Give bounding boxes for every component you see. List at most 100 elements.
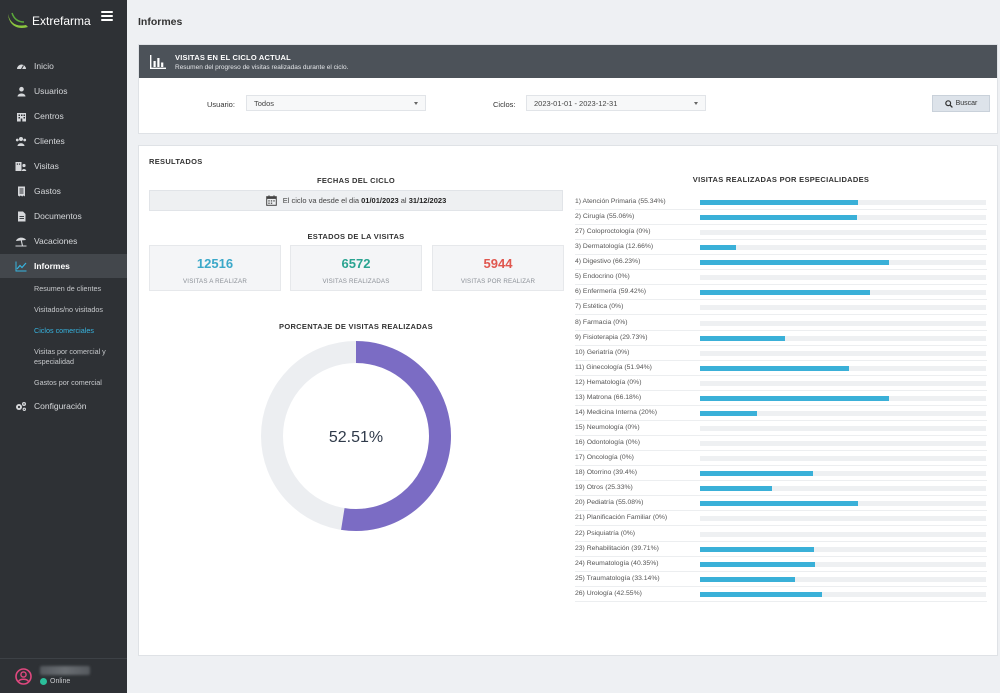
bar-row: 23) Rehabilitación (39.71%) [575, 542, 987, 557]
bar-fill [700, 471, 813, 477]
ciclos-select[interactable]: 2023-01-01 - 2023-12-31 [526, 95, 706, 111]
sidebar-subitem[interactable]: Visitas por comercial y especialidad [34, 347, 106, 366]
dashboard-icon [15, 60, 27, 72]
sidebar-item-documentos[interactable]: Documentos [0, 204, 127, 228]
bar-label: 20) Pediatría (55.08%) [575, 499, 644, 507]
bar-track [700, 456, 986, 462]
sidebar-item-vacaciones[interactable]: Vacaciones [0, 229, 127, 253]
sidebar-item-inicio[interactable]: Inicio [0, 54, 127, 78]
cycle-start: 01/01/2023 [361, 196, 399, 205]
bar-fill [700, 365, 849, 371]
bar-label: 13) Matrona (66.18%) [575, 393, 642, 401]
bar-label: 26) Urología (42.55%) [575, 589, 642, 597]
brand-logo[interactable]: Extrefarma [6, 8, 91, 34]
menu-toggle-icon[interactable] [101, 11, 113, 23]
donut-completed-segment [341, 341, 451, 531]
sidebar-item-configuracion[interactable]: Configuración [0, 394, 127, 418]
bar-row: 2) Cirugía (55.06%) [575, 210, 987, 226]
usuario-select[interactable]: Todos [246, 95, 426, 111]
user-panel: Online [0, 658, 127, 693]
bar-track [700, 441, 986, 447]
cycle-dates-box: El ciclo va desde el dia 01/01/2023 al 3… [149, 190, 563, 211]
bar-row: 18) Otorrino (39.4%) [575, 466, 987, 482]
bar-label: 22) Psiquiatría (0%) [575, 529, 636, 537]
percentage-donut-chart: 52.51% [261, 341, 451, 531]
sidebar-subitem[interactable]: Gastos por comercial [34, 378, 102, 387]
bar-row: 27) Coloproctología (0%) [575, 225, 987, 241]
estados-title: ESTADOS DE LA VISITAS [307, 232, 405, 241]
bar-track [700, 561, 986, 567]
sidebar-item-informes[interactable]: Informes [0, 254, 127, 278]
especialidades-title: VISITAS REALIZADAS POR ESPECIALIDADES [692, 175, 870, 184]
sidebar-item-label: Configuración [34, 401, 87, 411]
bar-label: 18) Otorrino (39.4%) [575, 469, 637, 477]
results-title: RESULTADOS [149, 157, 203, 166]
sidebar-item-visitas[interactable]: Visitas [0, 154, 127, 178]
stat-value: 12516 [196, 256, 234, 271]
bar-fill [700, 215, 858, 221]
user-avatar-icon[interactable] [15, 668, 32, 685]
gears-icon [15, 400, 27, 412]
sidebar-item-label: Documentos [34, 211, 82, 221]
calendar-icon [265, 195, 277, 206]
bar-label: 9) Fisioterapia (29.73%) [575, 333, 648, 341]
bar-track [700, 591, 986, 597]
bar-track [700, 200, 986, 205]
bar-label: 2) Cirugía (55.06%) [575, 213, 635, 221]
card-subtitle: Resumen del progreso de visitas realizad… [175, 63, 349, 71]
bar-chart-icon [150, 54, 166, 69]
bar-track [700, 260, 986, 266]
bar-row: 4) Digestivo (66.23%) [575, 255, 987, 271]
sidebar-subitem[interactable]: Visitados/no visitados [34, 305, 103, 314]
bar-label: 21) Planificación Familiar (0%) [575, 514, 668, 522]
sidebar-item-usuarios[interactable]: Usuarios [0, 79, 127, 103]
sidebar-item-gastos[interactable]: Gastos [0, 179, 127, 203]
cycle-end: 31/12/2023 [408, 196, 447, 205]
leaf-logo-icon [8, 12, 28, 28]
beach-icon [15, 235, 27, 247]
ciclos-label: Ciclos: [493, 100, 516, 109]
sidebar-item-clientes[interactable]: Clientes [0, 129, 127, 153]
sidebar-item-label: Inicio [34, 61, 54, 71]
bar-fill [700, 410, 758, 416]
bar-label: 14) Medicina Interna (20%) [575, 408, 657, 416]
bar-fill [700, 290, 870, 296]
bar-label: 16) Odontología (0%) [575, 439, 640, 447]
bar-track [700, 576, 986, 582]
bar-track [700, 395, 986, 401]
cycle-text-b: al [400, 196, 407, 205]
bar-label: 17) Oncología (0%) [575, 454, 634, 462]
user-icon [15, 85, 27, 97]
sidebar-item-centros[interactable]: Centros [0, 104, 127, 128]
bar-row: 12) Hematología (0%) [575, 376, 987, 391]
bar-track [700, 546, 986, 552]
sidebar-subitem[interactable]: Resumen de clientes [34, 284, 102, 293]
bar-fill [700, 546, 814, 552]
bar-fill [700, 576, 795, 582]
caret-down-icon [414, 102, 418, 105]
online-dot-icon [40, 678, 47, 685]
bar-row: 16) Odontología (0%) [575, 436, 987, 452]
sidebar-subitem[interactable]: Ciclos comerciales [34, 326, 94, 335]
search-icon [944, 99, 953, 108]
stat-box: 6572 VISITAS REALIZADAS [290, 245, 422, 291]
bar-track [700, 471, 986, 477]
user-status: Online [40, 678, 70, 685]
bar-row: 3) Dermatología (12.66%) [575, 240, 987, 256]
search-button[interactable]: Buscar [932, 95, 990, 112]
building-icon [15, 110, 27, 122]
bar-track [700, 426, 986, 432]
bar-track [700, 275, 986, 281]
bar-row: 8) Farmacia (0%) [575, 316, 987, 331]
bar-fill [700, 260, 890, 266]
bar-track [700, 516, 986, 522]
bar-track [700, 410, 986, 416]
bar-track [700, 215, 986, 221]
bar-row: 21) Planificación Familiar (0%) [575, 511, 987, 527]
bar-label: 25) Traumatología (33.14%) [575, 574, 660, 582]
bar-label: 12) Hematología (0%) [575, 378, 642, 386]
bar-row: 1) Atención Primaria (55.34%) [575, 195, 987, 210]
visits-icon [15, 160, 27, 172]
stat-box: 5944 VISITAS POR REALIZAR [432, 245, 564, 291]
bar-track [700, 290, 986, 296]
